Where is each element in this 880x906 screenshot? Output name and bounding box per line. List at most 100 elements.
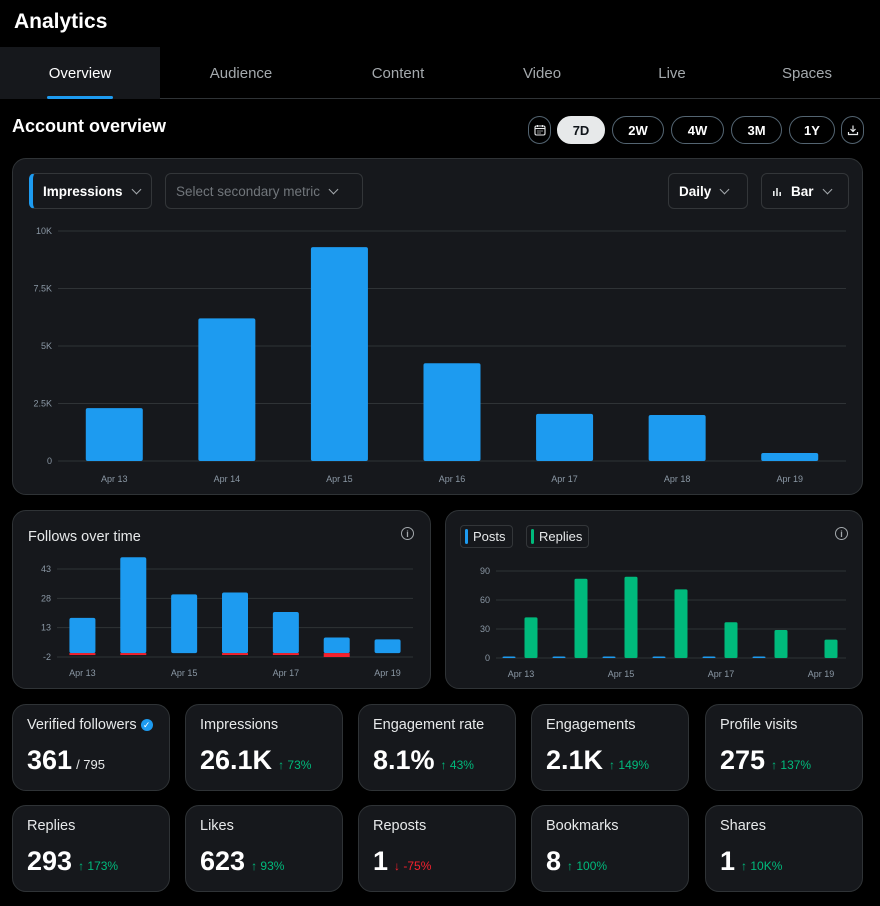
stat-label: Engagement rate [373, 717, 484, 733]
stat-value: 2.1K ↑ 149% [546, 745, 649, 776]
y-tick-label: -2 [43, 652, 51, 662]
x-tick-label: Apr 15 [171, 668, 198, 678]
y-tick-label: 43 [41, 564, 51, 574]
info-icon[interactable]: i [835, 527, 848, 540]
primary-metric-dropdown[interactable]: Impressions [29, 173, 152, 209]
stat-card-shares[interactable]: Shares 1 ↑ 10K% [705, 805, 863, 892]
tab-video[interactable]: Video [474, 47, 610, 99]
stat-value: 1 ↓ -75% [373, 846, 431, 877]
impressions-bar [85, 408, 143, 461]
stat-delta: ↑ 10K% [741, 859, 782, 873]
stat-label-text: Bookmarks [546, 818, 619, 834]
stat-label: Verified followers ✓ [27, 717, 153, 733]
posts-bar [652, 656, 666, 658]
stat-label-text: Profile visits [720, 717, 798, 733]
legend-label: Replies [539, 529, 583, 544]
stat-delta: ↑ 93% [251, 859, 284, 873]
chart-type-dropdown[interactable]: Bar [761, 173, 849, 209]
stat-label: Replies [27, 818, 75, 834]
secondary-metric-dropdown[interactable]: Select secondary metric [165, 173, 363, 209]
replies-bar [524, 617, 538, 658]
stat-number: 275 [720, 745, 766, 775]
stat-card-engagement-rate[interactable]: Engagement rate 8.1% ↑ 43% [358, 704, 516, 791]
stat-card-impressions[interactable]: Impressions 26.1K ↑ 73% [185, 704, 343, 791]
x-tick-label: Apr 17 [273, 668, 300, 678]
follows-bar [374, 639, 401, 654]
y-tick-label: 0 [47, 456, 52, 466]
stat-number: 623 [200, 846, 246, 876]
stat-number: 293 [27, 846, 73, 876]
arrow-up-icon: ↑ [278, 758, 288, 772]
arrow-up-icon: ↑ [609, 758, 619, 772]
page-title: Analytics [14, 10, 108, 33]
replies-bar [624, 576, 638, 658]
stat-label-text: Shares [720, 818, 766, 834]
stat-label: Bookmarks [546, 818, 619, 834]
arrow-up-icon: ↑ [78, 859, 88, 873]
stat-delta-value: 173% [87, 859, 119, 873]
replies-swatch [531, 529, 534, 544]
stat-delta-value: -75% [403, 859, 432, 873]
stat-delta: ↓ -75% [394, 859, 431, 873]
unfollows-bar [69, 653, 96, 656]
tab-audience[interactable]: Audience [160, 47, 322, 99]
info-icon[interactable]: i [401, 527, 414, 540]
stat-card-profile-visits[interactable]: Profile visits 275 ↑ 137% [705, 704, 863, 791]
follows-bar [323, 637, 350, 654]
tab-label: Spaces [781, 64, 833, 82]
stat-card-engagements[interactable]: Engagements 2.1K ↑ 149% [531, 704, 689, 791]
range-3m-button[interactable]: 3M [731, 116, 782, 144]
impressions-bar [536, 413, 594, 461]
arrow-up-icon: ↑ [567, 859, 577, 873]
posts-bar [602, 656, 616, 658]
download-button[interactable] [841, 116, 864, 144]
tab-overview[interactable]: Overview [0, 47, 160, 99]
stat-delta: ↑ 43% [441, 758, 474, 772]
stat-delta-value: 73% [287, 758, 312, 772]
stat-delta: ↑ 149% [609, 758, 649, 772]
stat-label-text: Engagements [546, 717, 636, 733]
follows-bar [69, 617, 96, 654]
tab-label: Live [658, 64, 686, 82]
y-tick-label: 28 [41, 593, 51, 603]
follows-card: Follows over time i -2 13 28 43 Apr 13 Apr 15… [12, 510, 431, 689]
stat-value: 275 ↑ 137% [720, 745, 811, 776]
bar-chart-icon [773, 188, 781, 196]
section-title: Account overview [12, 116, 167, 136]
legend-posts[interactable]: Posts [460, 525, 513, 548]
stat-value: 8 ↑ 100% [546, 846, 607, 877]
tab-spaces[interactable]: Spaces [734, 47, 880, 99]
primary-metric-label: Impressions [43, 183, 123, 199]
unfollows-bar [323, 653, 350, 657]
unfollows-bar [222, 653, 248, 656]
x-tick-label: Apr 13 [69, 668, 96, 678]
stat-card-replies[interactable]: Replies 293 ↑ 173% [12, 805, 170, 892]
stat-delta-value: 93% [260, 859, 285, 873]
x-tick-label: Apr 17 [551, 474, 578, 484]
arrow-up-icon: ↑ [440, 758, 450, 772]
chevron-down-icon [328, 184, 339, 194]
stat-delta-value: 149% [618, 758, 650, 772]
posts-bar [502, 656, 516, 658]
stat-card-reposts[interactable]: Reposts 1 ↓ -75% [358, 805, 516, 892]
range-7d-button[interactable]: 7D [557, 116, 605, 144]
calendar-button[interactable] [528, 116, 551, 144]
stat-card-verified-followers[interactable]: Verified followers ✓ 361/ 795 [12, 704, 170, 791]
tab-content[interactable]: Content [322, 47, 474, 99]
legend-replies[interactable]: Replies [526, 525, 590, 548]
stat-card-likes[interactable]: Likes 623 ↑ 93% [185, 805, 343, 892]
impressions-bar [648, 415, 706, 461]
stat-card-bookmarks[interactable]: Bookmarks 8 ↑ 100% [531, 805, 689, 892]
stat-label: Profile visits [720, 717, 797, 733]
range-1y-button[interactable]: 1Y [789, 116, 835, 144]
replies-bar [674, 589, 688, 658]
range-2w-button[interactable]: 2W [612, 116, 664, 144]
tab-bar: Overview Audience Content Video Live Spa… [0, 47, 880, 99]
stat-number: 1 [720, 846, 736, 876]
stat-value: 1 ↑ 10K% [720, 846, 782, 877]
tab-live[interactable]: Live [610, 47, 734, 99]
stat-label-text: Impressions [200, 717, 279, 733]
range-4w-button[interactable]: 4W [671, 116, 724, 144]
y-tick-label: 7.5K [33, 284, 52, 294]
interval-dropdown[interactable]: Daily [668, 173, 748, 209]
